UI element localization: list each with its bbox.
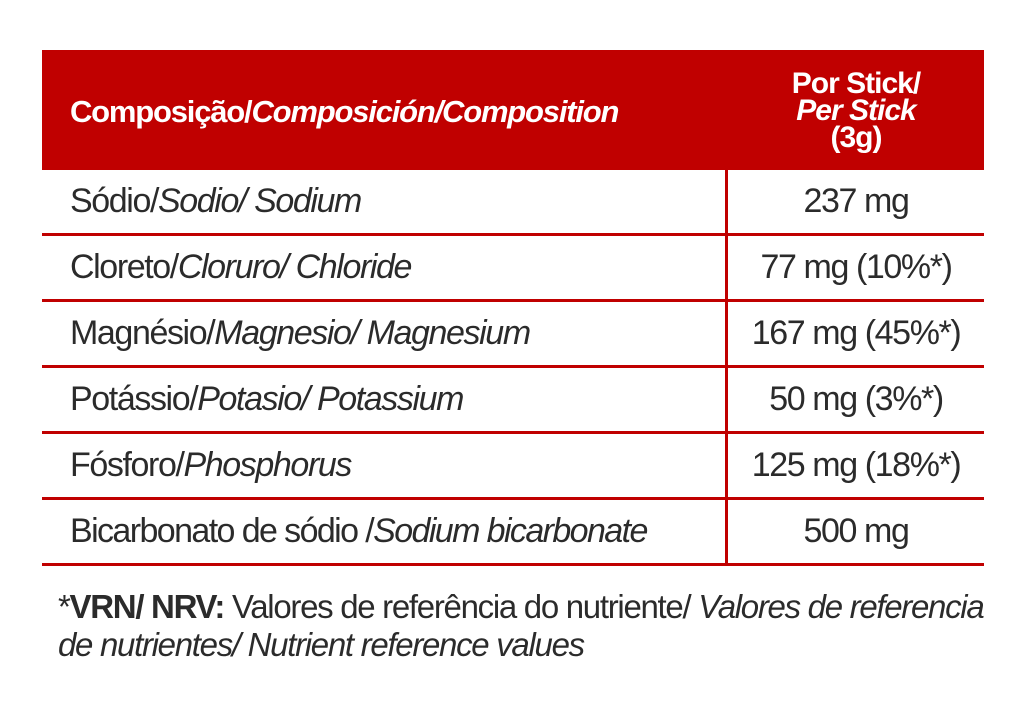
header-per-stick-en: Per Stick bbox=[796, 93, 916, 127]
header-composition: Composição/ Composición/ Composition bbox=[42, 50, 728, 170]
row-nutrient-name: Fósforo/ Phosphorus bbox=[42, 434, 728, 497]
footnote: *VRN/ NRV: Valores de referência do nutr… bbox=[58, 588, 998, 664]
nutrition-table: Composição/ Composición/ Composition Por… bbox=[42, 50, 984, 566]
row-nutrient-value: 77 mg (10%*) bbox=[760, 248, 952, 286]
row-nutrient-name: Bicarbonato de sódio / Sodium bicarbonat… bbox=[42, 500, 728, 563]
row-nutrient-value: 167 mg (45%*) bbox=[751, 314, 962, 352]
table-row: Potássio/ Potasio/ Potassium 50 mg (3%*) bbox=[42, 368, 984, 434]
nutrient-name-pt: Cloreto/ bbox=[70, 248, 179, 286]
table-row: Sódio/ Sodio/ Sodium 237 mg bbox=[42, 170, 984, 236]
row-nutrient-value: 237 mg bbox=[803, 182, 909, 220]
header-serving-size: (3g) bbox=[830, 120, 883, 154]
nutrient-name-translations: Cloruro/ Chloride bbox=[177, 248, 413, 286]
nutrient-name-translations: Sodium bicarbonate bbox=[373, 512, 648, 550]
nutrient-name-pt: Bicarbonato de sódio / bbox=[70, 512, 375, 550]
header-composition-pt: Composição/ bbox=[70, 94, 253, 129]
nutrient-name-pt: Fósforo/ bbox=[70, 446, 185, 484]
footnote-abbreviation: VRN/ NRV: bbox=[69, 588, 226, 625]
table-row: Magnésio/ Magnesio/ Magnesium 167 mg (45… bbox=[42, 302, 984, 368]
row-nutrient-name: Potássio/ Potasio/ Potassium bbox=[42, 368, 728, 431]
row-nutrient-name: Magnésio/ Magnesio/ Magnesium bbox=[42, 302, 728, 365]
header-per-stick: Por Stick/ Per Stick (3g) bbox=[728, 50, 984, 170]
table-row: Fósforo/ Phosphorus 125 mg (18%*) bbox=[42, 434, 984, 500]
footnote-text-pt: Valores de referência do nutriente/ bbox=[224, 588, 699, 625]
row-nutrient-name: Sódio/ Sodio/ Sodium bbox=[42, 170, 728, 233]
nutrient-name-translations: Potasio/ Potassium bbox=[197, 380, 464, 418]
nutrient-name-translations: Sodio/ Sodium bbox=[158, 182, 362, 220]
header-composition-en: Composition bbox=[442, 94, 619, 129]
nutrient-name-translations: Phosphorus bbox=[183, 446, 353, 484]
nutrient-name-pt: Potássio/ bbox=[70, 380, 199, 418]
table-row: Cloreto/ Cloruro/ Chloride 77 mg (10%*) bbox=[42, 236, 984, 302]
footnote-text-translations: Valores de referencia de nutrientes/ Nut… bbox=[58, 588, 985, 663]
header-composition-es: Composición/ bbox=[251, 94, 443, 129]
row-nutrient-value: 500 mg bbox=[803, 512, 909, 550]
nutrient-name-translations: Magnesio/ Magnesium bbox=[214, 314, 531, 352]
row-nutrient-value: 50 mg (3%*) bbox=[769, 380, 944, 418]
header-per-stick-pt: Por Stick/ bbox=[791, 66, 921, 100]
footnote-asterisk: * bbox=[58, 588, 71, 625]
table-row: Bicarbonato de sódio / Sodium bicarbonat… bbox=[42, 500, 984, 566]
row-nutrient-name: Cloreto/ Cloruro/ Chloride bbox=[42, 236, 728, 299]
row-nutrient-value: 125 mg (18%*) bbox=[751, 446, 962, 484]
nutrient-name-pt: Sódio/ bbox=[70, 182, 159, 220]
table-header: Composição/ Composición/ Composition Por… bbox=[42, 50, 984, 170]
nutrient-name-pt: Magnésio/ bbox=[70, 314, 216, 352]
